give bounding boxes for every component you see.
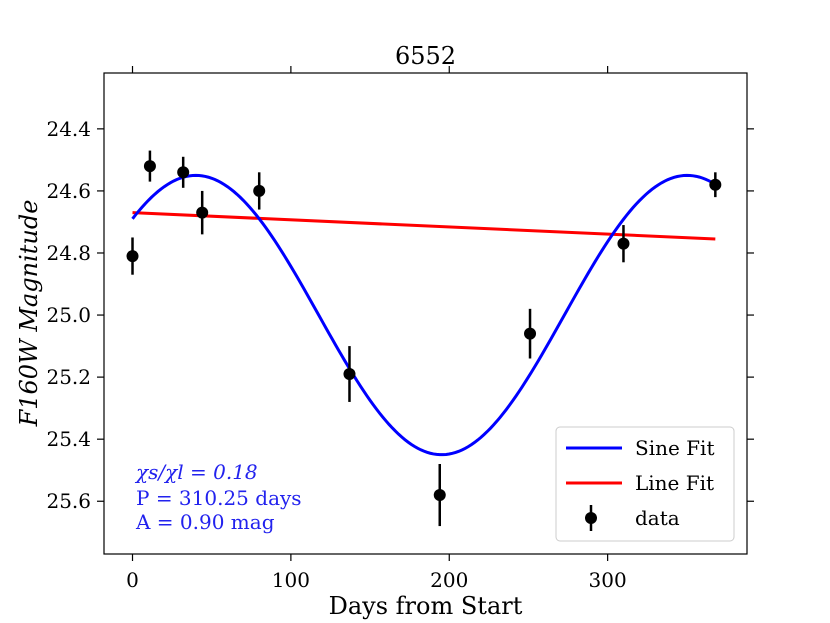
legend-line-label: Line Fit: [635, 471, 714, 495]
data-point: [126, 250, 139, 263]
axis-ticks: [97, 66, 754, 561]
y-tick-label: 24.8: [46, 241, 91, 265]
data-point: [343, 368, 356, 381]
legend: Sine Fit Line Fit data: [555, 426, 735, 542]
data-point: [196, 206, 209, 219]
amplitude-annotation: A = 0.90 mag: [135, 510, 275, 534]
legend-data-marker: [585, 512, 597, 524]
sine-fit-series: [131, 173, 717, 457]
line-fit-series: [132, 211, 716, 241]
data-point: [143, 160, 156, 173]
data-point: [177, 166, 190, 179]
x-tick-label: 300: [589, 568, 627, 592]
legend-sine-label: Sine Fit: [635, 436, 714, 460]
chi-ratio-annotation: χs/χl = 0.18: [134, 460, 258, 484]
legend-data-label: data: [635, 506, 680, 530]
period-annotation: P = 310.25 days: [136, 486, 302, 510]
x-axis-label: Days from Start: [329, 592, 523, 620]
x-tick-label: 200: [430, 568, 468, 592]
data-point: [433, 489, 446, 502]
legend-box: [555, 426, 735, 542]
axis-tick-labels: 0 100 200 300 24.4 24.6 24.8 25.0 25.2 25.4 25.6: [46, 117, 626, 592]
data-point: [253, 184, 266, 197]
x-tick-label: 100: [272, 568, 310, 592]
y-tick-label: 25.6: [46, 489, 91, 513]
y-axis-label: F160W Magnitude: [15, 200, 43, 428]
y-tick-label: 25.4: [46, 427, 91, 451]
data-point: [617, 237, 630, 250]
y-tick-label: 25.2: [46, 365, 91, 389]
y-tick-label: 24.4: [46, 117, 91, 141]
chart-title: 6552: [395, 42, 456, 70]
data-points: [126, 150, 722, 527]
y-tick-label: 24.6: [46, 179, 91, 203]
fit-annotation: χs/χl = 0.18 P = 310.25 days A = 0.90 ma…: [134, 460, 302, 534]
x-tick-label: 0: [126, 568, 139, 592]
data-point: [709, 178, 722, 191]
y-tick-label: 25.0: [46, 303, 91, 327]
data-point: [524, 327, 537, 340]
